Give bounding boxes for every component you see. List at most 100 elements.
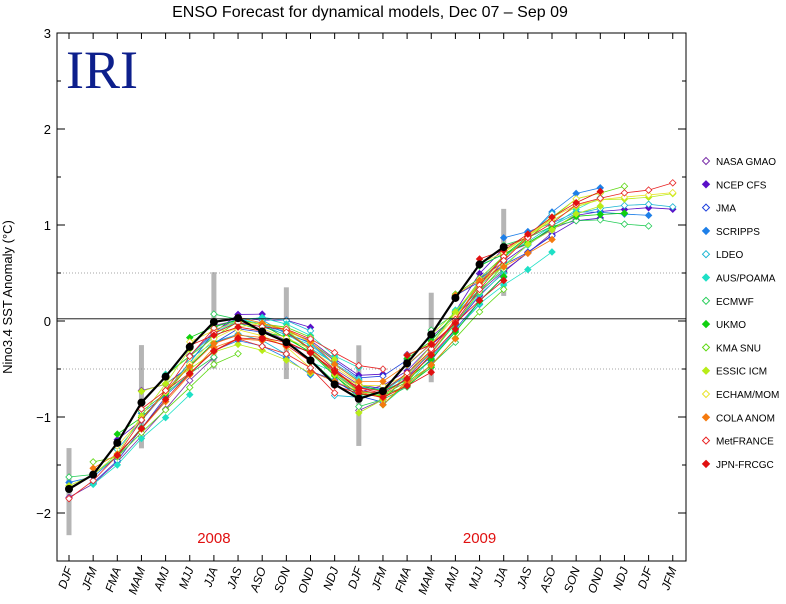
x-tick-label: FMA (392, 565, 414, 594)
legend-marker (701, 273, 711, 282)
forecast-point (185, 369, 194, 378)
x-tick-label: MJJ (176, 564, 197, 590)
x-tick-label: AMJ (151, 564, 173, 593)
observed-point (475, 260, 484, 269)
forecast-point (596, 216, 605, 224)
observed-point (427, 330, 436, 339)
forecast-line (213, 318, 335, 365)
forecast-point (282, 356, 291, 364)
y-tick-label: −1 (36, 410, 51, 425)
legend-marker (701, 180, 711, 189)
legend-label: JPN-FRCGC (716, 460, 774, 471)
forecast-point (185, 390, 194, 399)
forecast-point (355, 409, 363, 417)
forecast-point (427, 361, 436, 369)
forecast-point (499, 263, 508, 271)
forecast-point (258, 342, 266, 351)
x-tick-label: DJF (635, 565, 656, 591)
forecast-point (475, 308, 484, 316)
x-tick-label: MAM (415, 565, 438, 596)
forecast-point (234, 323, 242, 331)
legend-label: SCRIPPS (716, 227, 760, 238)
legend-marker (701, 459, 711, 469)
legend-marker (701, 226, 711, 236)
x-tick-label: DJF (55, 565, 76, 591)
forecast-point (548, 219, 556, 228)
observed-point (403, 359, 412, 368)
x-tick-label: NDJ (320, 564, 341, 592)
forecast-point (210, 360, 218, 369)
legend-label: NCEP CFS (716, 180, 767, 191)
forecast-point (427, 340, 436, 349)
legend-marker (701, 319, 711, 329)
observed-point (209, 317, 218, 326)
forecast-point (524, 249, 532, 258)
model-series-essic-icm (65, 189, 677, 490)
x-tick-label: SON (561, 565, 583, 595)
forecast-point (524, 240, 532, 248)
forecast-point (572, 198, 580, 207)
legend-marker (701, 413, 711, 422)
forecast-point (644, 186, 653, 194)
x-tick-label: AMJ (441, 564, 463, 593)
observed-range-bars (66, 208, 507, 536)
forecast-point (620, 201, 629, 210)
forecast-line (237, 322, 408, 379)
forecast-line (262, 332, 432, 396)
legend-marker (701, 389, 711, 399)
forecast-point (89, 476, 97, 485)
forecast-point (644, 211, 653, 220)
x-tick-label: JFM (658, 565, 679, 593)
legend-marker (701, 343, 711, 352)
forecast-line (479, 191, 601, 260)
legend-marker (701, 436, 711, 445)
forecast-point (282, 328, 291, 337)
x-tick-label: SON (271, 565, 293, 595)
observed-point (378, 387, 387, 396)
observed-point (499, 243, 508, 252)
forecast-point (403, 382, 411, 390)
observed-point (185, 342, 194, 351)
model-series-echam-mom (113, 188, 677, 450)
legend-label: ECMWF (716, 297, 754, 308)
legend-label: ECHAM/MOM (716, 390, 779, 401)
forecast-point (234, 334, 242, 342)
forecast-point (161, 386, 170, 395)
forecast-point (282, 350, 291, 358)
observed-point (234, 314, 243, 323)
forecast-point (161, 406, 170, 414)
forecast-point (234, 340, 242, 349)
legend-marker (701, 366, 711, 375)
forecast-point (644, 222, 653, 230)
x-tick-label: MJJ (466, 564, 487, 590)
observed-point (65, 485, 73, 493)
forecast-point (548, 235, 556, 244)
observed-point (161, 372, 170, 381)
forecast-line (430, 205, 601, 336)
forecast-point (644, 200, 653, 209)
forecast-line (503, 182, 673, 248)
observed-series (65, 243, 508, 493)
x-tick-label: JAS (224, 565, 245, 591)
x-tick-label: DJF (345, 565, 366, 591)
forecast-point (403, 374, 411, 383)
forecast-point (161, 413, 170, 422)
forecast-point (210, 339, 218, 348)
forecast-point (65, 473, 73, 481)
threshold-lines (57, 272, 686, 370)
forecast-point (113, 430, 122, 438)
forecast-point (330, 389, 339, 397)
chart-title: ENSO Forecast for dynamical models, Dec … (172, 4, 568, 21)
forecast-point (668, 179, 677, 187)
forecast-point (330, 348, 339, 357)
forecast-point (113, 451, 122, 459)
forecast-point (620, 182, 629, 190)
forecast-line (310, 370, 384, 403)
forecast-point (161, 395, 170, 404)
forecast-point (379, 365, 387, 373)
forecast-point (572, 210, 580, 218)
forecast-line (141, 340, 311, 414)
forecast-point (234, 349, 242, 358)
forecast-point (596, 202, 605, 210)
forecast-point (258, 333, 266, 342)
